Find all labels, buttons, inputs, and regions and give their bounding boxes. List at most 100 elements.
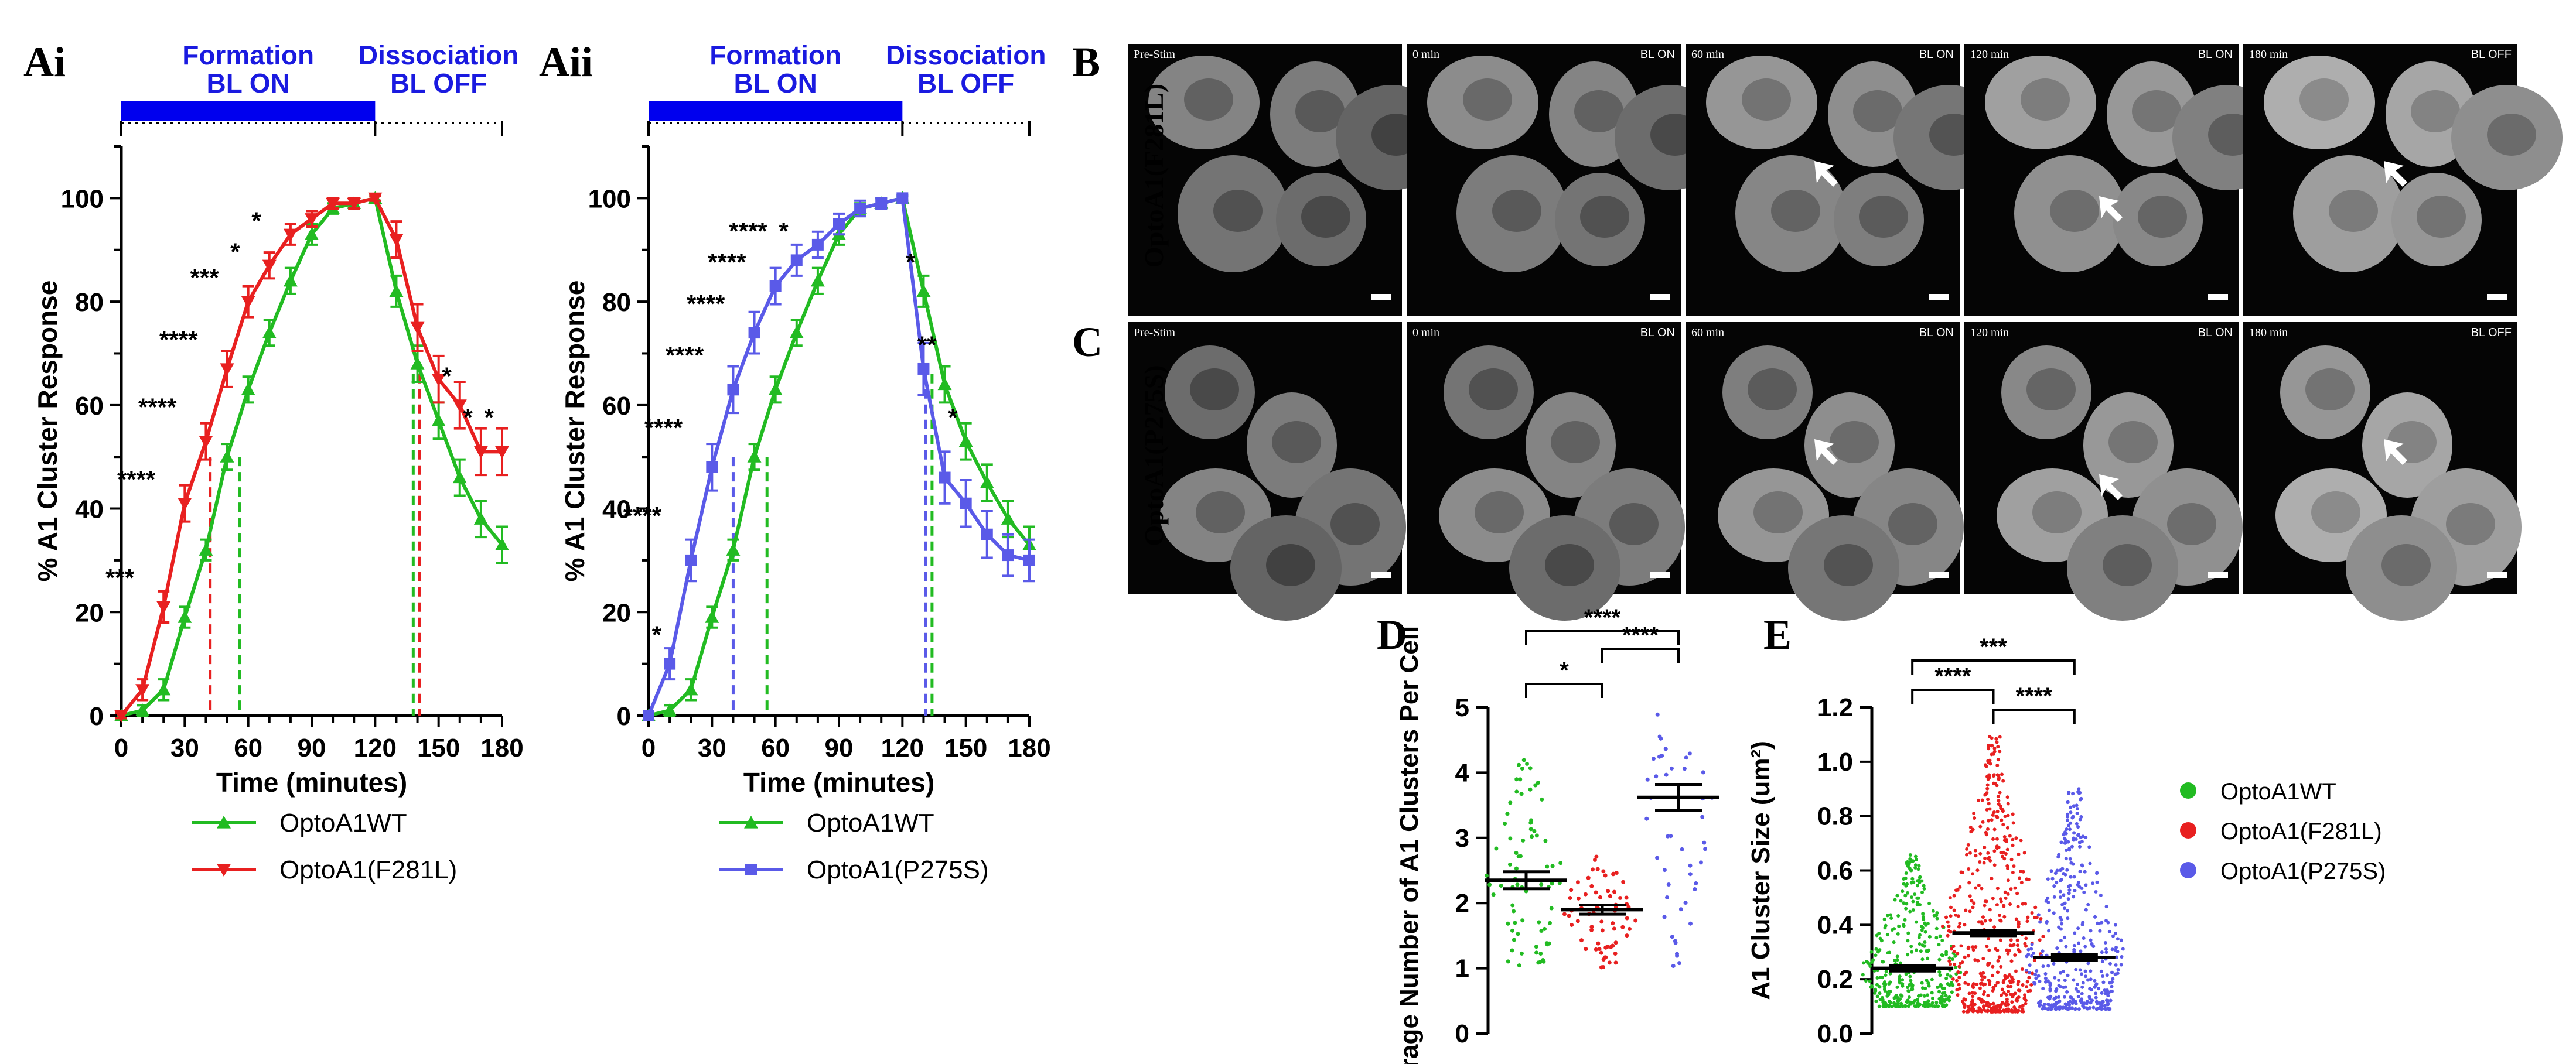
data-point: [2009, 887, 2013, 891]
data-point: [1540, 797, 1544, 802]
data-point: [2041, 949, 2045, 953]
data-point: [2089, 929, 2093, 933]
data-point: [1673, 939, 1677, 943]
data-point: [1906, 953, 1910, 957]
data-point: [1925, 993, 1929, 997]
data-point: [2101, 980, 2106, 984]
data-point: [1986, 798, 1990, 802]
data-point: [241, 382, 255, 395]
data-point: [1980, 981, 1984, 986]
data-point: [1895, 894, 1899, 898]
data-point: [2000, 993, 2004, 997]
data-point: [1906, 1004, 1910, 1008]
y-tick-label: 1.0: [1817, 748, 1853, 776]
data-point: [1521, 838, 1526, 843]
data-point: [2052, 962, 2056, 966]
cell-nucleus: [1888, 503, 1937, 545]
data-point: [2069, 995, 2073, 999]
data-point: [2075, 811, 2079, 815]
data-point: [1611, 921, 1615, 926]
data-point: [1971, 945, 1975, 949]
data-point: [1967, 881, 1971, 885]
data-point: [1892, 927, 1896, 931]
y-tick-label: 4: [1455, 758, 1470, 787]
data-point: [1997, 799, 2001, 803]
phase-bl-off-label: BL OFF: [917, 68, 1014, 98]
data-point: [2067, 891, 2071, 895]
data-point: [1985, 786, 1990, 791]
data-point: [2104, 950, 2108, 954]
data-point: [1974, 945, 1978, 949]
data-point: [1550, 881, 1554, 886]
data-point: [1971, 872, 1975, 876]
data-point: [2076, 926, 2080, 930]
data-point: [1948, 896, 1952, 900]
data-point: [1874, 953, 1878, 957]
data-point: [1951, 977, 1955, 981]
data-point: [1966, 954, 1970, 958]
data-point: [2064, 1003, 2068, 1007]
data-point: [1895, 1002, 1899, 1006]
data-point: [2011, 1010, 2015, 1014]
cell-nucleus: [1463, 78, 1512, 121]
data-point: [2103, 940, 2107, 945]
data-point: [156, 601, 171, 614]
data-point: [2084, 974, 2088, 979]
significance-stars: ****: [138, 393, 177, 420]
data-point: [2078, 870, 2082, 874]
data-point: [1864, 979, 1868, 983]
data-point: [2000, 987, 2004, 991]
cluster-arrow: [1814, 439, 1838, 465]
significance-bracket: [1911, 689, 1995, 704]
data-point: [1996, 981, 2000, 985]
data-point: [2080, 991, 2084, 995]
data-point: [1964, 970, 1968, 974]
data-point: [1618, 895, 1623, 900]
data-point: [2026, 915, 2030, 919]
data-point: [917, 362, 930, 375]
data-point: [1666, 882, 1671, 887]
data-point: [1904, 871, 1908, 875]
cell-nucleus: [2417, 196, 2466, 238]
data-point: [2003, 974, 2007, 978]
data-point: [1698, 860, 1703, 865]
data-point: [2025, 954, 2029, 959]
data-point: [1903, 918, 1907, 922]
data-point: [1916, 884, 1920, 888]
data-point: [2116, 967, 2120, 971]
data-point: [1987, 802, 1991, 806]
data-point: [1960, 960, 1964, 964]
data-point: [1884, 923, 1888, 928]
data-point: [2070, 1001, 2075, 1005]
data-point: [1991, 973, 1995, 977]
cell-nucleus: [2381, 544, 2431, 586]
data-point: [1908, 853, 1912, 857]
cell-nucleus: [1190, 368, 1239, 410]
data-point: [2079, 796, 2083, 800]
data-point: [2046, 900, 2050, 904]
data-point: [2082, 890, 2086, 894]
data-point: [1981, 992, 1985, 996]
data-point: [2066, 818, 2070, 822]
data-point: [1977, 884, 1981, 888]
significance-stars: ****: [666, 341, 704, 369]
y-axis-label: A1 Cluster Size (um²): [1746, 741, 1775, 1000]
data-point: [135, 684, 150, 697]
data-point: [2024, 936, 2028, 940]
data-point: [2026, 947, 2031, 952]
data-point: [1944, 976, 1949, 980]
data-point: [2029, 954, 2033, 958]
blue-light-bar: [121, 101, 376, 121]
data-point: [1985, 1001, 1989, 1005]
data-point: [937, 377, 952, 391]
data-point: [1949, 962, 1953, 966]
data-point: [2076, 982, 2080, 986]
data-point: [1674, 952, 1679, 956]
data-point: [2034, 976, 2038, 980]
data-point: [2046, 877, 2050, 881]
data-point: [1995, 903, 1999, 907]
data-point: [1920, 981, 1924, 985]
data-point: [1986, 963, 1990, 967]
data-point: [1599, 919, 1604, 924]
data-point: [2008, 979, 2012, 983]
